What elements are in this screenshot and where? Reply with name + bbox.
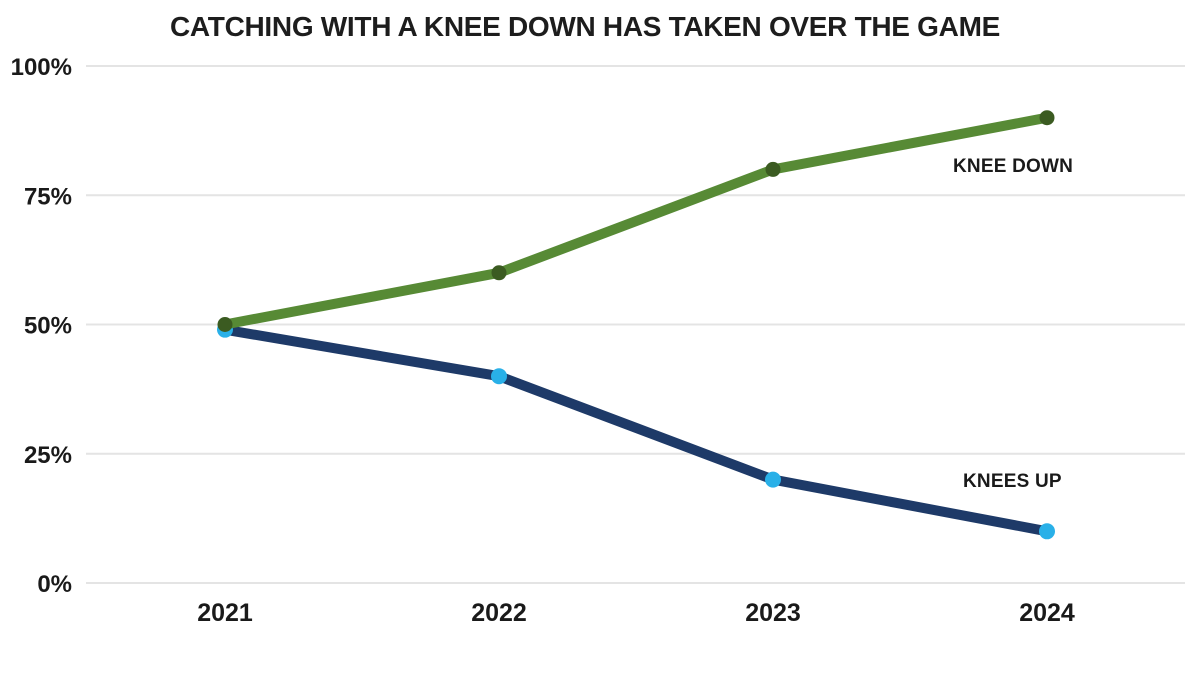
x-axis-tick-label: 2023	[745, 599, 801, 627]
data-point-marker-knees-up	[1039, 523, 1055, 540]
data-point-marker-knee-down	[491, 265, 507, 281]
y-axis-tick-label: 0%	[37, 571, 72, 598]
x-axis-tick-label: 2021	[197, 599, 253, 627]
data-point-marker-knee-down	[217, 317, 233, 332]
data-point-marker-knees-up	[491, 368, 507, 385]
chart-title: CATCHING WITH A KNEE DOWN HAS TAKEN OVER…	[170, 11, 1000, 42]
y-axis-tick-label: 25%	[24, 442, 72, 469]
series-line-knees-up	[220, 324, 1052, 537]
series-label-knee-down: KNEE DOWN	[953, 156, 1074, 177]
y-axis-tick-label: 100%	[11, 54, 72, 81]
x-axis-tick-label: 2022	[471, 599, 527, 627]
y-axis-tick-label: 75%	[24, 183, 72, 210]
y-axis-tick-label: 50%	[24, 313, 72, 340]
series-line-knee-down	[220, 112, 1052, 330]
data-point-marker-knee-down	[765, 161, 781, 177]
x-axis-tick-label: 2024	[1019, 599, 1075, 627]
data-point-marker-knees-up	[765, 471, 781, 488]
data-point-marker-knee-down	[1039, 110, 1055, 126]
series-label-knees-up: KNEES UP	[963, 471, 1062, 492]
